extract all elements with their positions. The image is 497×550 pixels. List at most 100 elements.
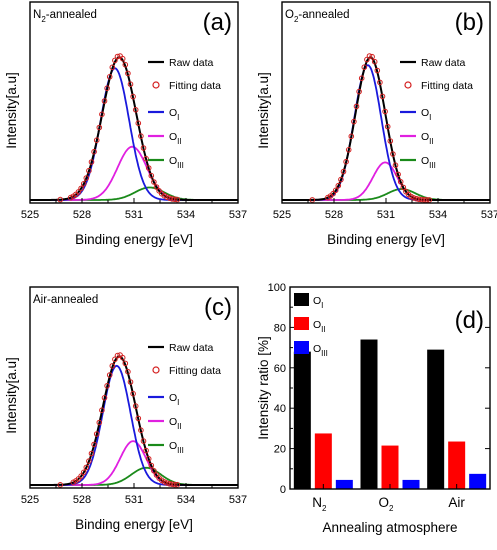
x-tick-label: 537 [229, 209, 247, 221]
fitting-data-point [332, 187, 339, 194]
fitting-data-point [369, 53, 375, 60]
fitting-data-point [366, 53, 373, 59]
fitting-data-point [132, 107, 139, 113]
x-tick-label: 534 [177, 494, 195, 506]
y-tick-label: 0 [280, 484, 286, 496]
legend-label: Fitting data [169, 80, 221, 92]
x-tick-label: 525 [21, 494, 39, 506]
fitting-data-point [174, 196, 181, 203]
x-tick-label: 534 [429, 209, 447, 221]
y-axis-label: Intensity[a.u] [4, 72, 19, 149]
sample-label: N2-annealed [33, 9, 97, 24]
x-tick-label: 537 [481, 209, 497, 221]
x-tick-label: 531 [377, 209, 395, 221]
fitting-data-point [410, 195, 417, 201]
x-axis-label: Binding energy [eV] [327, 232, 445, 247]
fitting-data-point [395, 171, 401, 178]
bar [427, 349, 445, 489]
fitting-data-point [392, 162, 399, 168]
x-tick-label: 531 [125, 494, 143, 506]
x-tick-label: 528 [73, 209, 91, 221]
fitting-data-point [309, 197, 316, 203]
y-tick-label: 60 [274, 363, 286, 375]
x-tick-label: Air [448, 495, 465, 510]
fitting-data-point [171, 481, 178, 488]
fitting-data-point [413, 195, 420, 202]
fitting-data-point [384, 123, 391, 130]
fitting-data-point [343, 158, 349, 165]
fitting-data-point [374, 67, 381, 74]
fitting-data-point [119, 354, 126, 361]
xps-panel-1: 525 528 531 534 537 Binding energy [eV] Intens… [4, 1, 247, 247]
fitting-data-point [96, 124, 103, 131]
legend-swatch [294, 293, 309, 306]
fitting-data-point [88, 159, 95, 165]
fitting-data-point [151, 179, 157, 185]
y-tick-label: 100 [268, 282, 286, 294]
sample-label: O2-annealed [285, 9, 350, 24]
panel-label: (a) [203, 9, 232, 36]
fitting-data-point [364, 56, 370, 63]
fitting-data-point [109, 64, 116, 71]
x-axis-label: Binding energy [eV] [75, 517, 193, 532]
fitting-data-point [106, 372, 113, 378]
y-tick-label: 80 [274, 322, 286, 334]
fitting-data-point [330, 190, 336, 197]
fitting-data-point [83, 464, 90, 471]
fitting-data-point [145, 456, 152, 462]
fitting-data-point [379, 93, 386, 100]
fitting-data-point [151, 468, 157, 474]
x-tick-label: 534 [177, 209, 195, 221]
legend-label: OI [421, 107, 431, 122]
bar [293, 351, 311, 489]
fitting-data-point [78, 185, 84, 192]
fitting-data-point [145, 165, 152, 171]
fitting-data-point [125, 70, 131, 77]
panel-label: (d) [455, 307, 484, 334]
fitting-data-point [88, 450, 95, 457]
legend-label: Fitting data [169, 365, 221, 377]
legend-swatch [294, 317, 309, 330]
y-tick-label: 20 [274, 444, 286, 456]
fitting-data-point [166, 481, 173, 487]
fitting-data-point [114, 352, 121, 359]
fitting-data-point [80, 181, 87, 187]
legend-label: OI [169, 107, 179, 122]
series-line [30, 364, 238, 486]
fitting-data-point [114, 53, 121, 60]
fitting-data-point [135, 120, 142, 126]
fitting-data-point [164, 194, 170, 200]
legend-label: OIII [313, 343, 328, 358]
legend-label: Raw data [421, 57, 466, 69]
fitting-data-point [164, 480, 170, 486]
fitting-data-point [371, 58, 378, 65]
fitting-data-point [138, 427, 144, 434]
legend-label: OI [313, 295, 323, 310]
fitting-data-point [143, 447, 149, 454]
fitting-data-point [345, 147, 352, 153]
bar [314, 433, 332, 489]
bar-panel: 0 20 40 60 80 100 N2 O2 Air Annealing atmosphere I… [256, 282, 491, 535]
fitting-data-point [335, 182, 342, 189]
fitting-data-point [99, 111, 105, 118]
panel-label: (b) [455, 9, 484, 36]
legend-label: OII [313, 319, 326, 334]
fitting-data-point [353, 103, 360, 110]
fitting-data-point [127, 379, 134, 385]
fitting-data-point [83, 175, 90, 181]
fitting-data-point [101, 395, 108, 401]
y-axis-label: Intensity[a.u] [256, 72, 271, 149]
fitting-data-point [140, 145, 147, 151]
fitting-data-point [377, 79, 383, 86]
fitting-data-point [132, 403, 139, 409]
fitting-data-point [127, 81, 134, 87]
fitting-data-point [109, 363, 116, 369]
fitting-data-point [387, 138, 394, 144]
fitting-data-point [80, 469, 87, 476]
legend-label: OIII [421, 155, 436, 170]
fitting-data-point [93, 431, 100, 437]
x-tick-label: 528 [73, 494, 91, 506]
fitting-data-point [122, 360, 129, 367]
fitting-data-point [161, 479, 168, 485]
